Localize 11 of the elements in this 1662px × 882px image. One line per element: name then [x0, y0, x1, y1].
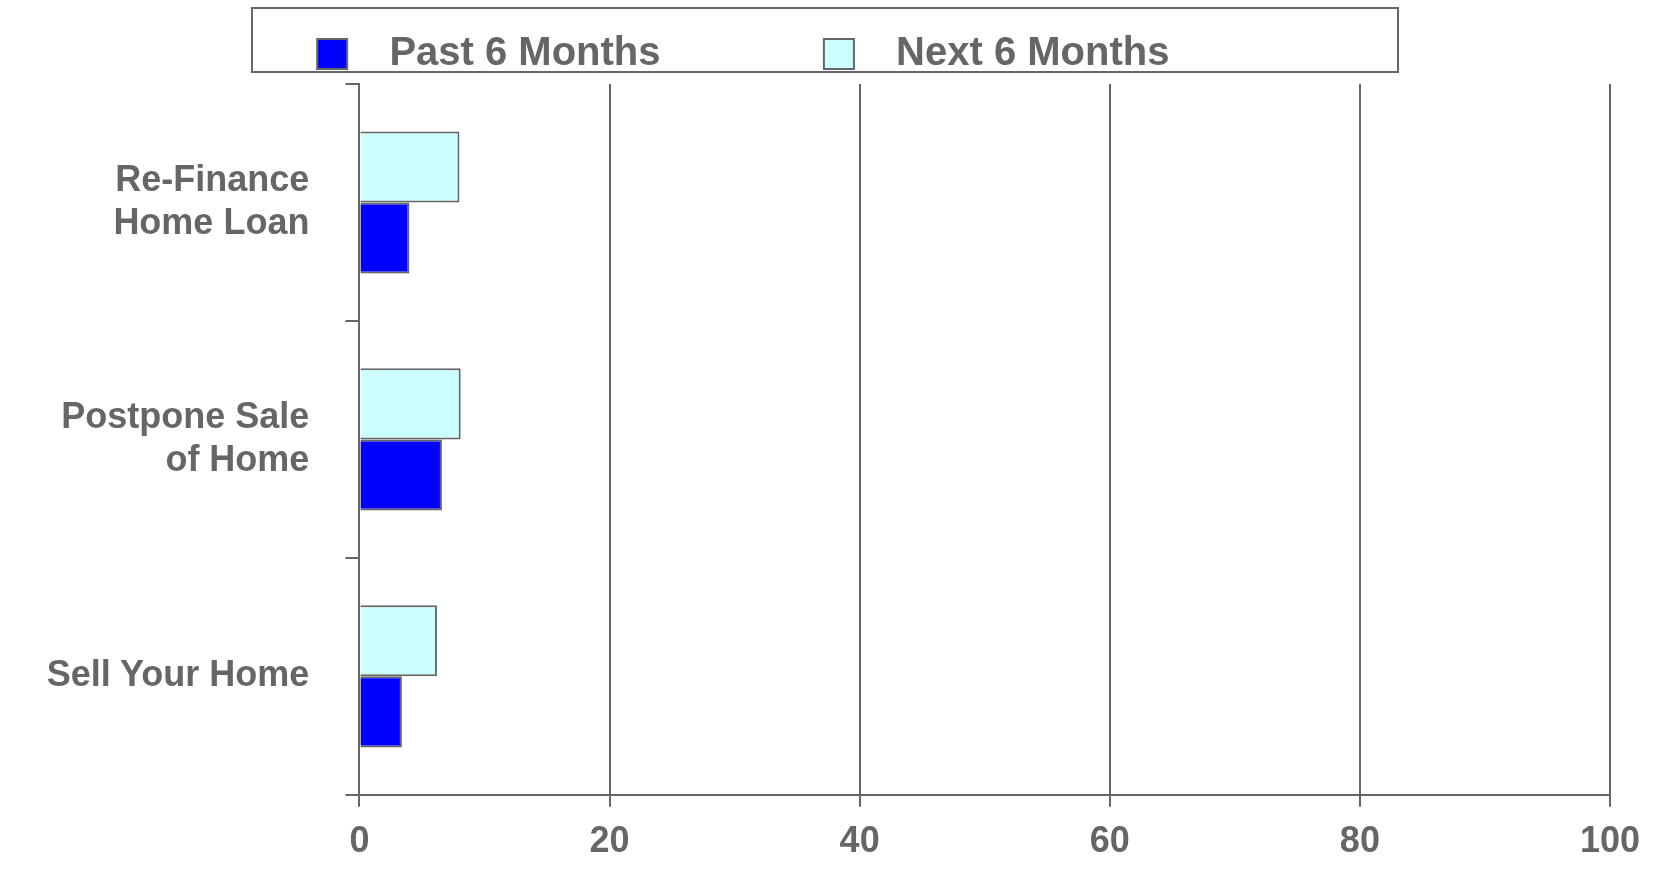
legend-label: Next 6 Months	[873, 29, 1303, 74]
legend-label: Past 6 Months	[367, 29, 794, 74]
x-tick-label: 80	[1339, 819, 1380, 861]
y-tick-label: Sell Your Home	[46, 653, 310, 695]
x-tick-label: 0	[349, 819, 370, 861]
x-tick-label: 20	[589, 819, 630, 861]
x-tick-label: 40	[839, 819, 880, 861]
y-tick-label: Postpone Sale of Home	[61, 394, 310, 479]
x-tick-label: 100	[1579, 819, 1641, 861]
x-tick-label: 60	[1089, 819, 1130, 861]
y-tick-label: Re-Finance Home Loan	[113, 157, 310, 242]
